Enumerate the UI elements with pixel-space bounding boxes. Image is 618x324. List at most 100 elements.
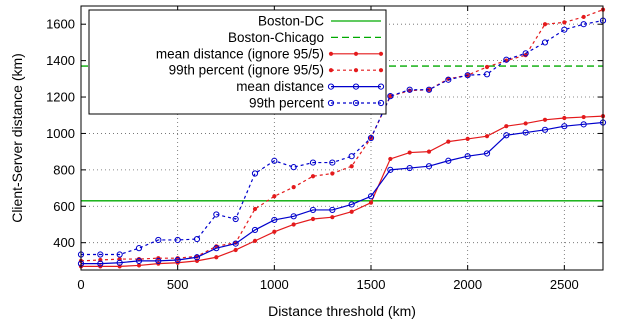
legend-marker — [352, 83, 360, 90]
data-point — [291, 222, 296, 227]
legend-marker — [352, 99, 360, 107]
data-point — [272, 229, 277, 234]
data-point — [484, 134, 490, 139]
data-point — [348, 201, 355, 208]
series-line — [81, 19, 604, 256]
legend-marker — [377, 83, 385, 90]
data-point — [425, 86, 433, 93]
data-point — [483, 71, 491, 78]
data-point — [484, 64, 490, 70]
data-point — [581, 14, 586, 20]
data-point — [116, 259, 123, 266]
series-line — [81, 121, 604, 265]
data-point — [561, 123, 568, 130]
data-point — [290, 164, 297, 171]
legend-label: Boston-DC — [258, 14, 324, 29]
data-point — [290, 213, 297, 220]
data-point — [349, 209, 354, 214]
data-point — [368, 200, 374, 205]
data-point — [155, 257, 162, 264]
data-point — [97, 260, 104, 267]
legend-label: mean distance (ignore 95/5) — [156, 46, 324, 61]
y-tick-label: 1400 — [46, 53, 75, 68]
legend-marker — [378, 51, 384, 56]
data-point — [388, 94, 393, 99]
data-point — [581, 114, 586, 120]
y-tick-label: 800 — [53, 162, 75, 177]
data-point — [348, 153, 355, 160]
y-tick-label: 400 — [53, 235, 75, 250]
data-point — [174, 256, 181, 264]
data-point — [271, 216, 278, 224]
data-point — [213, 211, 220, 218]
legend-marker — [377, 99, 385, 107]
data-point — [542, 22, 548, 27]
data-point — [541, 39, 549, 46]
data-point — [213, 245, 220, 252]
data-point — [445, 76, 452, 83]
data-point — [446, 139, 451, 144]
data-point — [483, 150, 491, 157]
data-point — [387, 166, 394, 173]
data-point — [562, 115, 567, 121]
legend-marker — [327, 83, 335, 90]
y-tick-label: 1600 — [46, 17, 75, 32]
legend-label: 99th percent — [249, 96, 324, 111]
x-tick-label: 1500 — [357, 277, 386, 292]
data-point — [388, 156, 393, 162]
series-line — [80, 9, 604, 262]
data-point — [174, 236, 181, 244]
data-point — [407, 150, 412, 155]
y-tick-label: 1200 — [46, 90, 75, 105]
legend-marker — [353, 51, 359, 56]
data-point — [252, 238, 258, 243]
x-axis-label: Distance threshold (km) — [268, 303, 416, 319]
legend-marker — [353, 68, 359, 73]
data-point — [329, 159, 336, 166]
reference-lines — [81, 65, 603, 202]
series-line — [81, 115, 604, 267]
plot-frame — [80, 5, 604, 271]
data-point — [252, 206, 258, 212]
data-point — [465, 136, 470, 142]
data-point — [464, 72, 471, 79]
data-point — [561, 26, 568, 33]
data-point — [97, 251, 104, 258]
data-point — [330, 171, 335, 176]
x-tick-label: 2000 — [453, 277, 482, 292]
data-point — [329, 206, 336, 214]
data-point — [251, 170, 259, 177]
data-point — [541, 126, 549, 133]
data-point — [406, 86, 413, 93]
data-point — [367, 134, 375, 142]
data-point — [310, 174, 316, 179]
data-point — [135, 257, 143, 264]
data-point — [291, 185, 296, 190]
y-tick-label: 1000 — [46, 126, 75, 141]
data-point — [214, 255, 219, 260]
data-point — [367, 193, 375, 200]
data-point — [503, 132, 510, 139]
data-point — [193, 235, 201, 243]
data-point — [232, 215, 239, 223]
data-point — [309, 159, 317, 166]
data-point — [406, 164, 413, 172]
legend-label: 99th percent (ignore 95/5) — [169, 63, 324, 78]
data-point — [251, 226, 259, 234]
data-point — [562, 20, 567, 25]
data-point — [136, 263, 142, 268]
data-point — [233, 247, 238, 253]
data-point — [155, 236, 162, 244]
y-axis-label: Client-Server distance (km) — [9, 53, 25, 223]
data-point — [349, 164, 354, 169]
legend-marker — [328, 68, 334, 73]
data-point — [464, 153, 471, 160]
data-point — [271, 157, 278, 164]
data-point — [580, 21, 587, 28]
legend-marker — [378, 68, 384, 73]
legend-marker — [328, 51, 334, 56]
data-point — [425, 163, 433, 170]
data-point — [580, 121, 587, 128]
